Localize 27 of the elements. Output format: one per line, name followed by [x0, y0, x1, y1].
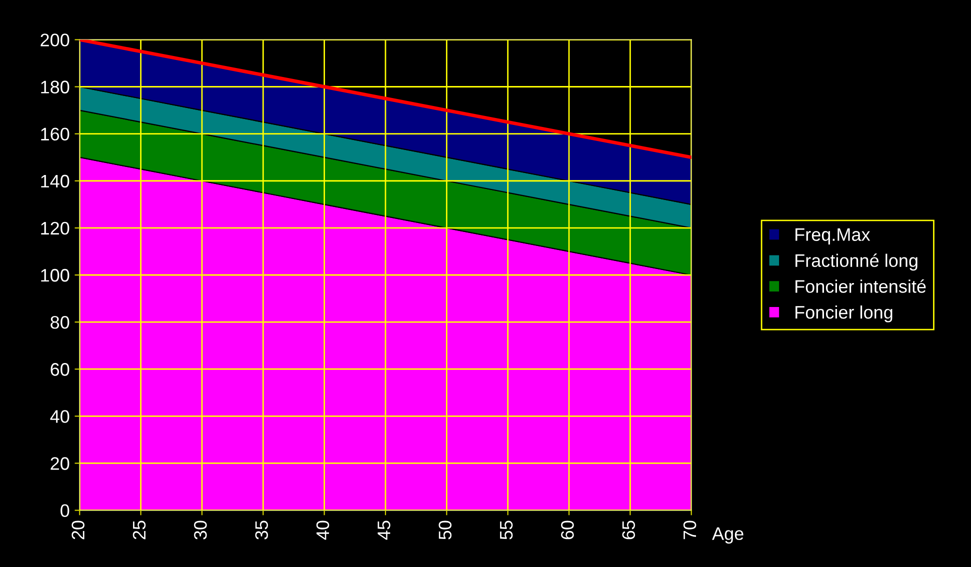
legend-label: Foncier intensité — [796, 279, 926, 293]
y-tick-label: 80 — [50, 316, 70, 329]
y-tick-label: 20 — [50, 457, 70, 470]
x-tick-label: 45 — [378, 520, 390, 540]
x-tick-label: 70 — [683, 520, 696, 540]
legend-label: Fractionné long — [796, 254, 918, 271]
y-tick-label: 40 — [50, 410, 70, 423]
legend-label: Foncier long — [796, 305, 892, 322]
y-tick-label: 140 — [41, 174, 70, 188]
x-tick-label: 60 — [561, 520, 574, 540]
x-tick-label: 40 — [316, 520, 330, 540]
x-tick-label: 35 — [255, 520, 268, 540]
y-tick-label: 0 — [60, 504, 70, 518]
x-tick-label: 30 — [194, 520, 207, 540]
y-tick-label: 60 — [50, 363, 70, 376]
legend-label: Freq.Max — [796, 228, 870, 245]
y-tick-label: 200 — [40, 34, 70, 46]
y-tick-label: 120 — [41, 222, 70, 235]
x-tick-label: 50 — [438, 520, 452, 540]
y-tick-label: 180 — [41, 80, 70, 94]
x-tick-label: 65 — [622, 520, 636, 540]
x-tick-label: 20 — [72, 520, 84, 540]
x-axis-title: Age — [712, 527, 744, 544]
y-tick-label: 100 — [41, 268, 70, 282]
y-tick-label: 160 — [41, 128, 70, 141]
x-tick-label: 55 — [500, 520, 513, 540]
x-tick-label: 25 — [132, 520, 146, 540]
